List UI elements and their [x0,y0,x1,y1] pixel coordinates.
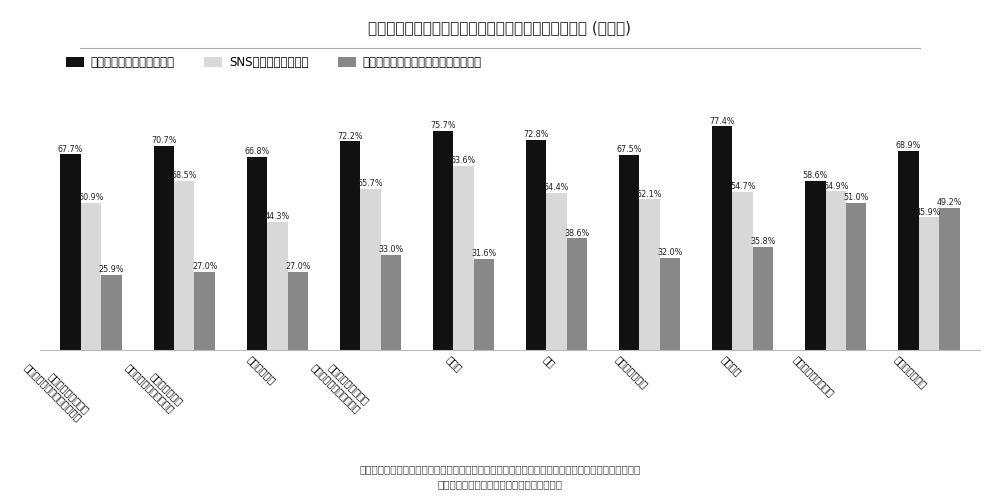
Bar [381,254,401,350]
Bar [805,180,826,350]
Text: 58.6%: 58.6% [803,171,828,180]
Bar [619,155,639,350]
Bar [340,142,360,350]
Text: 31.6%: 31.6% [471,249,497,258]
Text: 38.6%: 38.6% [564,228,590,237]
Bar [939,208,960,350]
Bar [919,218,939,350]
Bar [826,192,846,350]
Text: 54.7%: 54.7% [730,182,755,191]
Text: 44.3%: 44.3% [265,212,290,221]
Text: 75.7%: 75.7% [430,122,456,130]
Text: 67.7%: 67.7% [58,144,83,154]
Bar [154,146,174,350]
Text: （注）選択肢は９項目中、上位３項目を抜粋: （注）選択肢は９項目中、上位３項目を抜粋 [438,480,562,490]
Bar [846,202,866,350]
Text: 35.8%: 35.8% [750,236,776,246]
Text: 25.9%: 25.9% [99,266,124,274]
Bar [288,272,308,350]
Legend: インターネットで検索した, SNSでさらに検索した, 企業・ブランドのホームページを見た: インターネットで検索した, SNSでさらに検索した, 企業・ブランドのホームペー… [66,56,482,69]
Bar [101,275,122,350]
Text: 68.9%: 68.9% [896,141,921,150]
Text: 52.1%: 52.1% [637,190,662,198]
Bar [732,192,753,350]
Text: 55.7%: 55.7% [358,179,383,188]
Text: 72.8%: 72.8% [523,130,549,139]
Text: 33.0%: 33.0% [378,245,403,254]
Bar [898,151,919,350]
Bar [194,272,215,350]
Bar [433,132,453,350]
Bar [526,140,546,350]
Bar [546,193,567,350]
Bar [639,200,660,350]
Bar [174,181,194,350]
Text: 27.0%: 27.0% [285,262,311,271]
Text: インフルエンサーが発信する情報を見た後の購買行動 (商材別): インフルエンサーが発信する情報を見た後の購買行動 (商材別) [368,20,632,35]
Text: 58.5%: 58.5% [172,171,197,180]
Bar [660,258,680,350]
Bar [453,166,474,350]
Bar [267,222,288,350]
Text: 54.9%: 54.9% [823,182,848,190]
Text: 77.4%: 77.4% [709,116,735,126]
Bar [360,189,381,350]
Bar [60,154,81,350]
Bar [753,246,773,350]
Text: 54.4%: 54.4% [544,183,569,192]
Bar [81,203,101,350]
Text: 63.6%: 63.6% [451,156,476,166]
Bar [474,258,494,350]
Text: （注）購買プロセスにおいてインフルエンサーに影響を受けると回答したユーザーを分母とした割合: （注）購買プロセスにおいてインフルエンサーに影響を受けると回答したユーザーを分母… [359,464,641,474]
Bar [247,157,267,350]
Text: 70.7%: 70.7% [151,136,177,145]
Bar [712,126,732,350]
Text: 45.9%: 45.9% [916,208,942,216]
Text: 66.8%: 66.8% [244,147,269,156]
Text: 49.2%: 49.2% [937,198,962,207]
Text: 51.0%: 51.0% [844,193,869,202]
Text: 50.9%: 50.9% [78,193,104,202]
Text: 72.2%: 72.2% [337,132,363,140]
Bar [567,238,587,350]
Text: 67.5%: 67.5% [616,145,642,154]
Text: 27.0%: 27.0% [192,262,217,271]
Text: 32.0%: 32.0% [657,248,683,256]
